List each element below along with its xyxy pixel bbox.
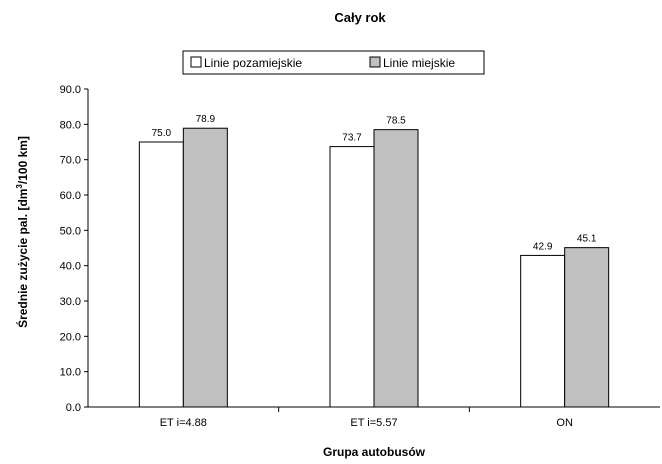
- y-tick-label: 30.0: [60, 296, 81, 308]
- y-tick-label: 80.0: [60, 119, 81, 131]
- data-label-linie-miejskie-on: 45.1: [577, 234, 597, 245]
- data-label-linie-miejskie-et-i-4-88: 78.9: [196, 114, 216, 125]
- y-tick-label: 10.0: [60, 367, 81, 379]
- data-labels: 75.0 78.9 73.7 78.5 42.9 45.1: [152, 114, 597, 252]
- bar-linie-pozamiejskie-et-i-4-88: [138, 141, 184, 408]
- bars: [138, 127, 610, 408]
- data-label-linie-miejskie-et-i-5-57: 78.5: [386, 116, 406, 127]
- legend-swatch-linie-pozamiejskie: [190, 56, 202, 68]
- y-tick-label: 50.0: [60, 225, 81, 237]
- x-axis-ticks: ET i=4.88 ET i=5.57 ON: [160, 407, 573, 429]
- legend-label-linie-pozamiejskie: Linie pozamiejskie: [204, 56, 302, 70]
- y-tick-label: 40.0: [60, 261, 81, 273]
- bar-linie-pozamiejskie-on: [520, 254, 566, 408]
- y-tick-label: 20.0: [60, 331, 81, 343]
- legend-swatch-linie-miejskie: [369, 56, 381, 68]
- x-tick-label-on: ON: [556, 417, 573, 429]
- data-label-linie-pozamiejskie-et-i-4-88: 75.0: [152, 128, 172, 139]
- y-tick-label: 70.0: [60, 155, 81, 167]
- y-tick-label: 60.0: [60, 190, 81, 202]
- legend-label-linie-miejskie: Linie miejskie: [383, 56, 455, 70]
- bar-linie-miejskie-on: [564, 247, 610, 408]
- bar-linie-miejskie-et-i-5-57: [373, 129, 419, 408]
- x-axis-title: Grupa autobusów: [323, 445, 426, 459]
- data-label-linie-pozamiejskie-on: 42.9: [533, 241, 553, 252]
- bar-linie-miejskie-et-i-4-88: [182, 127, 228, 408]
- y-axis-title: Średnie zużycie pal. [dm3/100 km]: [15, 136, 30, 328]
- y-tick-label: 90.0: [60, 84, 81, 96]
- y-tick-label: 0.0: [66, 402, 81, 414]
- bar-linie-pozamiejskie-et-i-5-57: [329, 146, 375, 408]
- legend: Linie pozamiejskie Linie miejskie: [182, 50, 485, 75]
- legend-box: [182, 50, 485, 75]
- chart-title: Cały rok: [334, 10, 386, 25]
- data-label-linie-pozamiejskie-et-i-5-57: 73.7: [342, 133, 362, 144]
- x-tick-label-et-i-4-88: ET i=4.88: [160, 417, 207, 429]
- x-tick-label-et-i-5-57: ET i=5.57: [350, 417, 397, 429]
- y-axis-ticks: 0.0 10.0 20.0 30.0 40.0 50.0 60.0 70.0 80.0 90.0: [60, 84, 88, 414]
